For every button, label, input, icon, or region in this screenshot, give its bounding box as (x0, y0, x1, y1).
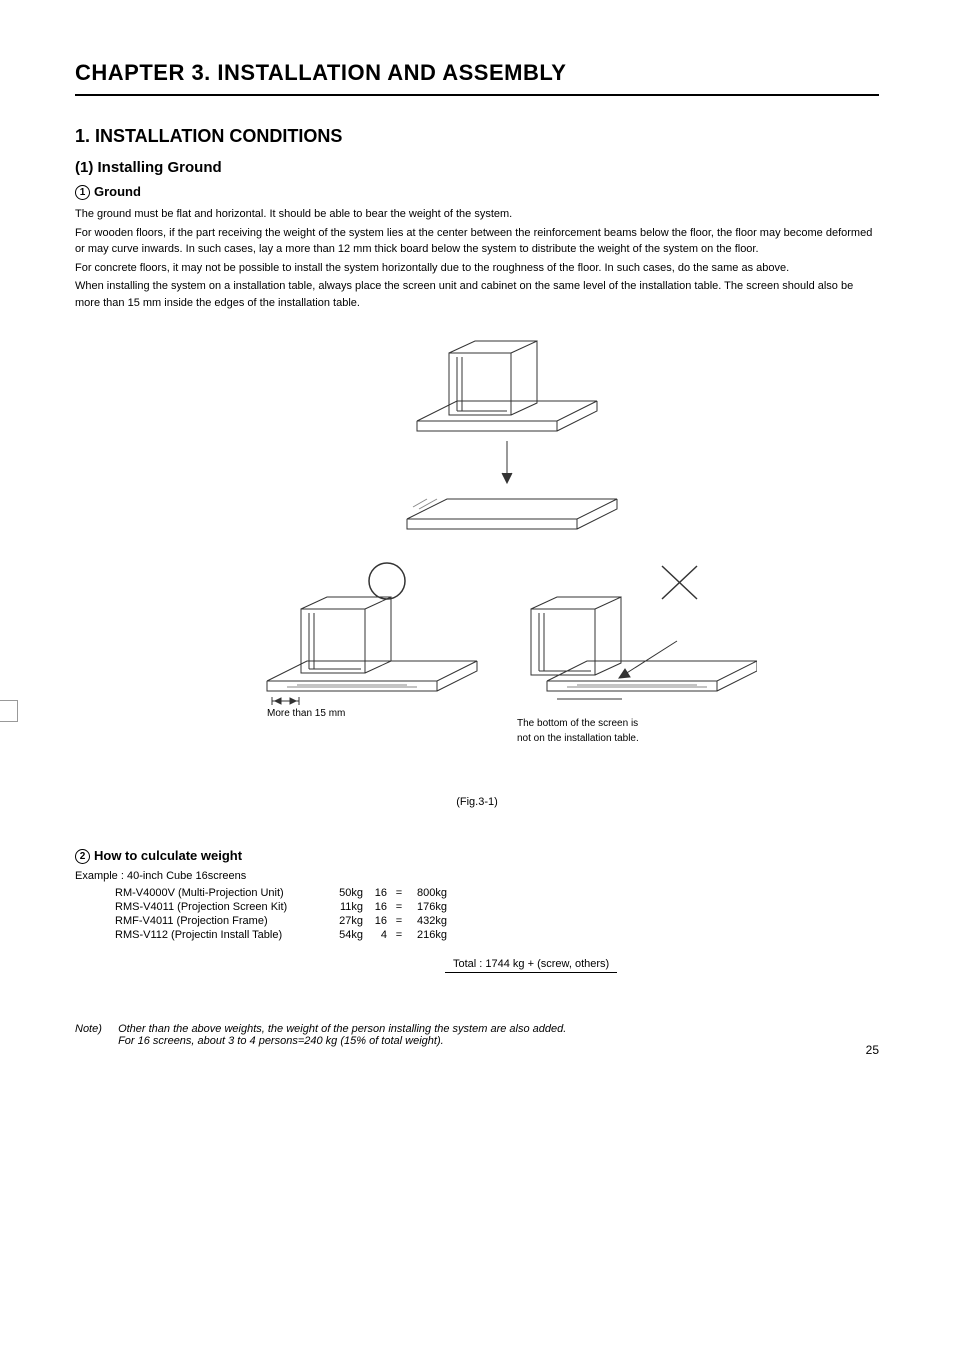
note-label: Note) (75, 1023, 115, 1035)
fig-label-screen2: not on the installation table. (517, 733, 639, 744)
weight-example-label: Example : 40-inch Cube 16screens (75, 870, 879, 882)
cell-w1: 11kg (335, 900, 371, 914)
item1-p2: For wooden floors, if the part receiving… (75, 225, 879, 258)
figure-svg: More than 15 mm The bottom of the screen… (197, 331, 757, 771)
note: Note) Other than the above weights, the … (75, 1023, 879, 1047)
item2-title: How to culculate weight (94, 848, 242, 863)
table-row: RMS-V4011 (Projection Screen Kit) 11kg 1… (115, 900, 455, 914)
cell-label: RM-V4000V (Multi-Projection Unit) (115, 886, 335, 900)
cell-eq: = (395, 914, 411, 928)
cell-label: RMF-V4011 (Projection Frame) (115, 914, 335, 928)
cell-w3: 216kg (411, 928, 455, 942)
item2-heading: 2 How to culculate weight (75, 848, 879, 864)
table-row: RM-V4000V (Multi-Projection Unit) 50kg 1… (115, 886, 455, 900)
table-row: RMF-V4011 (Projection Frame) 27kg 16 = 4… (115, 914, 455, 928)
chapter-rule (75, 94, 879, 96)
cell-label: RMS-V112 (Projectin Install Table) (115, 928, 335, 942)
section-title: 1. INSTALLATION CONDITIONS (75, 126, 879, 147)
cell-w1: 54kg (335, 928, 371, 942)
weight-total: Total : 1744 kg + (screw, others) (445, 958, 617, 973)
cell-w2: 4 (371, 928, 395, 942)
item1-heading: 1 Ground (75, 184, 879, 200)
fig-label-more: More than 15 mm (267, 708, 345, 719)
subsection-title: (1) Installing Ground (75, 159, 879, 176)
page-number: 25 (866, 1043, 879, 1057)
cell-w3: 800kg (411, 886, 455, 900)
note-line1: Other than the above weights, the weight… (118, 1023, 566, 1035)
cell-eq: = (395, 928, 411, 942)
item1-p1: The ground must be flat and horizontal. … (75, 206, 879, 223)
fig-label-screen1: The bottom of the screen is (517, 718, 638, 729)
cell-eq: = (395, 900, 411, 914)
circled-2-icon: 2 (75, 849, 90, 864)
cell-w3: 176kg (411, 900, 455, 914)
figure-caption: (Fig.3-1) (75, 796, 879, 808)
side-tab (0, 700, 18, 722)
item1-title: Ground (94, 184, 141, 199)
figure-area: More than 15 mm The bottom of the screen… (75, 331, 879, 808)
table-row: RMS-V112 (Projectin Install Table) 54kg … (115, 928, 455, 942)
chapter-title: CHAPTER 3. INSTALLATION AND ASSEMBLY (75, 60, 879, 86)
weight-table: RM-V4000V (Multi-Projection Unit) 50kg 1… (115, 886, 455, 942)
cell-w1: 50kg (335, 886, 371, 900)
cell-w1: 27kg (335, 914, 371, 928)
cell-w2: 16 (371, 886, 395, 900)
note-line2: For 16 screens, about 3 to 4 persons=240… (118, 1035, 444, 1047)
note-body: Other than the above weights, the weight… (118, 1023, 872, 1047)
cell-w2: 16 (371, 914, 395, 928)
cell-w3: 432kg (411, 914, 455, 928)
cell-label: RMS-V4011 (Projection Screen Kit) (115, 900, 335, 914)
item1-p4: When installing the system on a installa… (75, 278, 879, 311)
circled-1-icon: 1 (75, 185, 90, 200)
cell-eq: = (395, 886, 411, 900)
item1-p3: For concrete floors, it may not be possi… (75, 260, 879, 277)
cell-w2: 16 (371, 900, 395, 914)
